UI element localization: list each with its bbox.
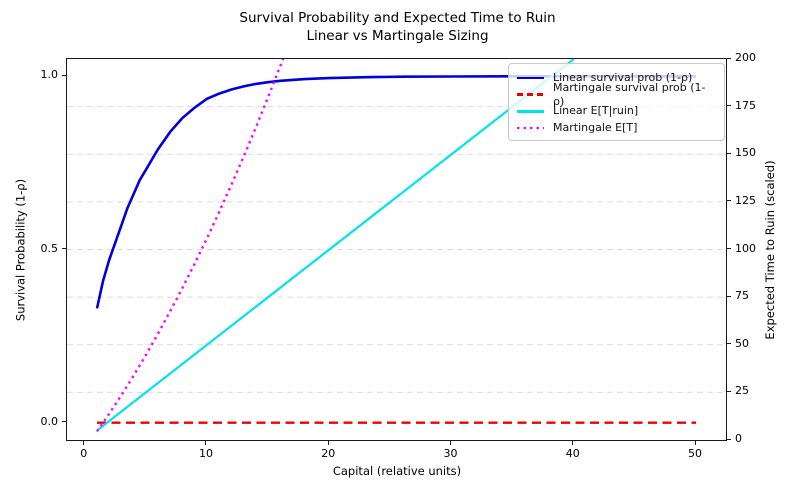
x-tick-label: 0 [80, 447, 88, 460]
y-left-tick [62, 74, 66, 76]
x-tick-label: 30 [443, 447, 458, 460]
y-left-tick [62, 248, 66, 249]
legend-line-swatch [517, 126, 544, 130]
y-right-tick-label: 125 [735, 193, 756, 207]
y-left-tick [62, 421, 66, 423]
x-tick [450, 441, 452, 445]
y-right-tick-label: 100 [735, 241, 756, 255]
y-right-tick [727, 105, 731, 107]
y-right-tick [727, 295, 731, 297]
legend-item: Martingale survival prob (1-ρ) [517, 81, 716, 108]
legend-line-swatch [517, 93, 544, 96]
legend-item: Martingale E[T] [517, 120, 716, 136]
y-left-tick-label: 1.0 [40, 68, 59, 82]
x-tick [572, 441, 574, 445]
chart-title-line1: Survival Probability and Expected Time t… [239, 10, 556, 26]
x-tick [83, 441, 85, 445]
y-left-tick-label: 0.0 [40, 414, 59, 428]
y-right-tick-label: 50 [735, 336, 749, 350]
y-left-tick-label: 0.5 [40, 241, 59, 255]
chart-title: Survival Probability and Expected Time t… [67, 9, 728, 45]
legend-label: Linear survival prob (1-ρ) [553, 71, 693, 84]
x-tick-label: 10 [198, 447, 213, 460]
x-axis-label: Capital (relative units) [332, 464, 462, 478]
legend-label: Linear E[T|ruin] [553, 104, 639, 118]
y-right-tick [727, 343, 731, 345]
y-right-tick [727, 57, 731, 59]
y-right-tick [727, 200, 731, 202]
x-tick-label: 40 [565, 447, 580, 460]
legend-label: Martingale survival prob (1-ρ) [553, 80, 706, 108]
y-axis-right-label: Expected Time to Ruin (scaled) [763, 160, 777, 340]
x-tick [694, 441, 696, 445]
x-tick [327, 441, 329, 445]
series-line-2 [96, 59, 575, 432]
series-line-3 [96, 59, 285, 433]
x-tick [205, 441, 207, 445]
y-right-tick-label: 0 [735, 432, 742, 445]
plot-canvas [67, 59, 726, 433]
y-right-tick [727, 390, 731, 392]
y-right-tick-label: 200 [735, 51, 756, 64]
x-tick-label: 20 [321, 447, 336, 460]
legend-line-swatch [517, 110, 544, 113]
y-right-tick [727, 438, 731, 440]
chart-title-line2: Linear vs Martingale Sizing [306, 28, 489, 44]
y-right-tick-label: 175 [735, 98, 756, 112]
y-right-tick-label: 75 [735, 289, 749, 303]
legend-line-swatch [517, 76, 544, 80]
y-right-tick [727, 152, 731, 154]
series-line-0 [95, 74, 696, 309]
y-right-tick-label: 25 [735, 384, 749, 398]
y-axis-left-label: Survival Probability (1-ρ) [13, 178, 28, 322]
x-tick-label: 50 [688, 447, 703, 460]
legend-item: Linear E[T|ruin] [517, 103, 716, 119]
legend-label: Martingale E[T] [553, 120, 638, 134]
y-right-tick-label: 150 [735, 146, 756, 160]
legend-item: Linear survival prob (1-ρ) [517, 70, 716, 86]
legend: Linear survival prob (1-ρ) Martingale sur… [508, 63, 725, 141]
y-right-tick [727, 248, 731, 249]
